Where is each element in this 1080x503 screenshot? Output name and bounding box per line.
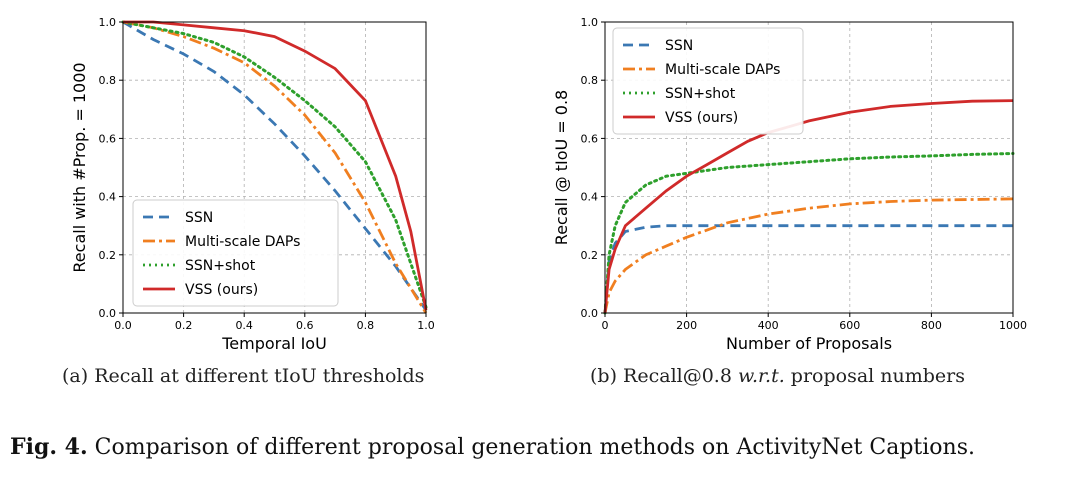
series-line-multi-scale-daps	[122, 20, 428, 314]
x-axis-label: Number of Proposals	[726, 334, 892, 353]
plot-frame	[122, 21, 427, 314]
legend-label: SSN+shot	[665, 86, 736, 102]
recall-vs-proposals-chart: 0 200 400 600 800 1000 0.0 0.2 0.4 0.6 0.8 1.0 Numbe…	[552, 16, 1027, 353]
series-line-ssn-shot	[121, 20, 428, 309]
subcaption-b-em: w.r.t.	[737, 365, 785, 387]
subcaption-b: (b) Recall@0.8 w.r.t. proposal numbers	[590, 365, 965, 387]
y-tick-label: 0.0	[581, 307, 599, 320]
y-tick-label: 0.8	[99, 74, 117, 87]
x-tick-label: 400	[758, 319, 779, 332]
plot-frame	[604, 21, 1014, 314]
y-tick-label: 0.6	[581, 132, 599, 145]
x-axis-label: Temporal IoU	[221, 334, 327, 353]
series-line-vss-ours-	[123, 20, 428, 311]
legend-label: SSN	[665, 38, 693, 54]
subcaption-b-pre: Recall@0.8	[623, 365, 732, 387]
x-tick-label: 1000	[999, 319, 1027, 332]
recall-vs-tiou-chart: 0.0 0.2 0.4 0.6 0.8 1.0 0.0 0.2 0.4 0.6 0.8 1.0 Temp…	[70, 16, 435, 353]
subcaption-a-label: (a)	[62, 365, 89, 387]
legend: SSN Multi-scale DAPs SSN+shot VSS (ours)	[132, 199, 339, 307]
subcaption-a: (a) Recall at different tIoU thresholds	[62, 365, 424, 387]
y-tick-label: 1.0	[99, 16, 117, 29]
legend-label: Multi-scale DAPs	[185, 234, 300, 250]
legend-label: VSS (ours)	[665, 110, 738, 126]
figure-caption-label: Fig. 4.	[10, 434, 88, 460]
x-tick-label: 800	[921, 319, 942, 332]
legend-label: SSN	[185, 210, 213, 226]
subcaption-b-post: proposal numbers	[790, 365, 966, 387]
y-tick-label: 0.2	[99, 249, 117, 262]
y-axis-label: Recall with #Prop. = 1000	[70, 62, 89, 272]
y-axis-label: Recall @ tIoU = 0.8	[552, 90, 571, 245]
x-tick-label: 1.0	[417, 319, 435, 332]
y-tick-label: 1.0	[581, 16, 599, 29]
y-tick-label: 0.2	[581, 249, 599, 262]
y-tick-label: 0.4	[99, 191, 117, 204]
x-tick-label: 600	[839, 319, 860, 332]
x-tick-label: 0.2	[175, 319, 193, 332]
series-line-ssn	[603, 224, 1013, 314]
x-tick-label: 0.0	[114, 319, 132, 332]
figure-caption-text: Comparison of different proposal generat…	[94, 435, 975, 460]
legend-label: Multi-scale DAPs	[665, 62, 780, 78]
figure-caption: Fig. 4. Comparison of different proposal…	[10, 434, 975, 460]
x-tick-label: 0	[602, 319, 609, 332]
legend-box	[132, 199, 339, 307]
legend-box	[612, 27, 804, 135]
y-tick-label: 0.8	[581, 74, 599, 87]
x-tick-label: 0.8	[357, 319, 375, 332]
series-line-ssn	[122, 20, 428, 311]
x-tick-label: 0.4	[235, 319, 253, 332]
y-tick-label: 0.6	[99, 132, 117, 145]
series-line-ssn-shot	[603, 152, 1015, 315]
subcaption-a-text: Recall at different tIoU thresholds	[94, 365, 425, 387]
x-tick-label: 200	[676, 319, 697, 332]
x-tick-label: 0.6	[296, 319, 314, 332]
subcaption-b-label: (b)	[590, 365, 617, 387]
legend: SSN Multi-scale DAPs SSN+shot VSS (ours)	[612, 27, 804, 135]
series-line-multi-scale-daps	[603, 197, 1014, 314]
series-line-vss-ours-	[603, 99, 1014, 314]
y-tick-label: 0.0	[99, 307, 117, 320]
legend-label: VSS (ours)	[185, 282, 258, 298]
y-tick-label: 0.4	[581, 191, 599, 204]
legend-label: SSN+shot	[185, 258, 256, 274]
